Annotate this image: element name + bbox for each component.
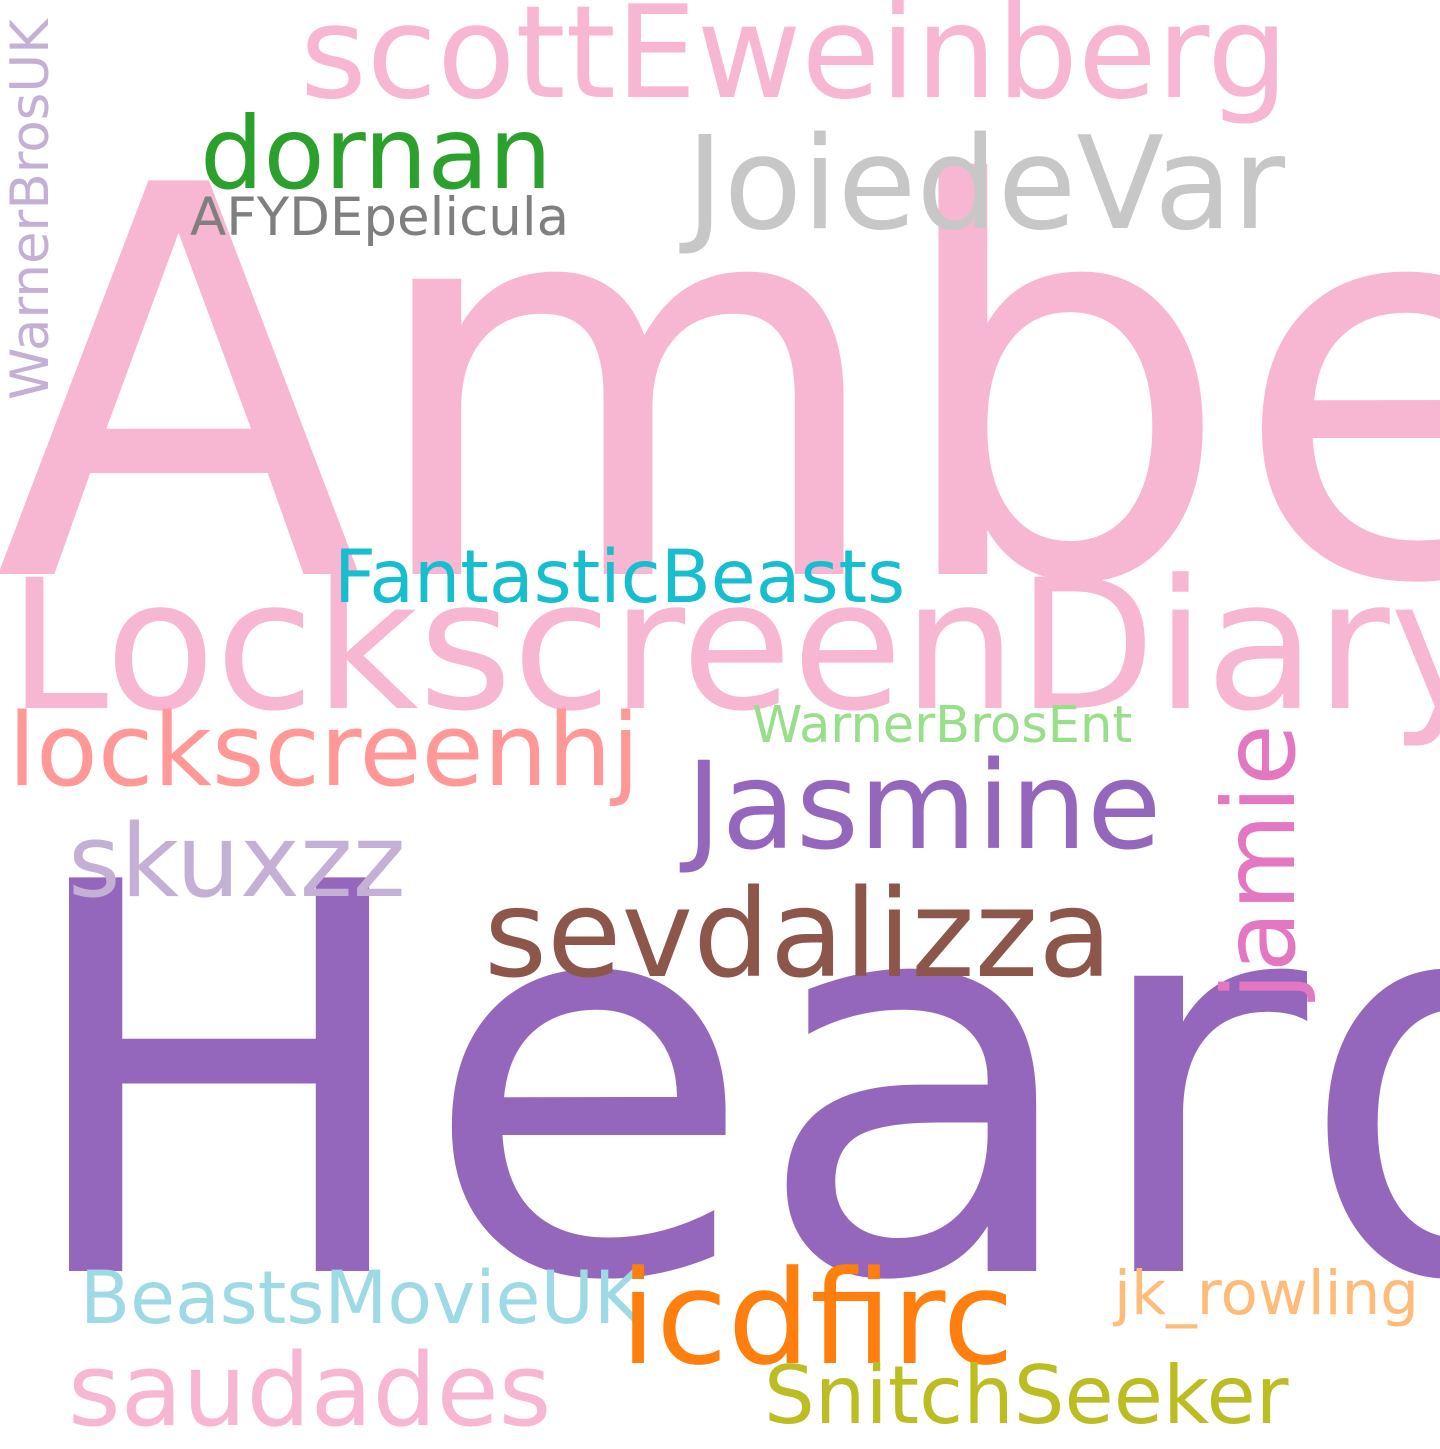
word-lockscreendiary: LockscreenDiary — [8, 542, 1440, 751]
word-lockscreenhj: lockscreenhj — [8, 691, 640, 809]
word-scotteweinberg: scottEweinberg — [300, 0, 1289, 128]
word-snitchseeker: SnitchSeeker — [764, 1349, 1289, 1442]
word-icdfirc: icdfirc — [620, 1242, 1015, 1394]
word-sevdalizza: sevdalizza — [484, 864, 1113, 1005]
word-jk-rowling: jk_rowling — [1114, 1258, 1419, 1329]
word-beastsmovieuk: BeastsMovieUK — [80, 1256, 642, 1341]
word-joiedevar: JoiedeVar — [686, 110, 1286, 259]
word-warnerbrosent: WarnerBrosEnt — [752, 696, 1133, 755]
word-jamie: jamie — [1201, 724, 1318, 1000]
word-jasmine: Jasmine — [686, 736, 1162, 877]
word-fantasticbeasts: FantasticBeasts — [334, 535, 906, 620]
word-skuxzz: skuxzz — [68, 802, 406, 920]
word-warnerbrosuk: WarnerBrosUK — [0, 19, 61, 400]
word-afydepelicula: AFYDEpelicula — [190, 187, 570, 248]
word-dornan: dornan — [200, 95, 553, 212]
word-heard: Heard — [16, 771, 1440, 1399]
word-saudades: saudades — [68, 1331, 552, 1449]
word-amber: Amber — [0, 74, 1440, 702]
